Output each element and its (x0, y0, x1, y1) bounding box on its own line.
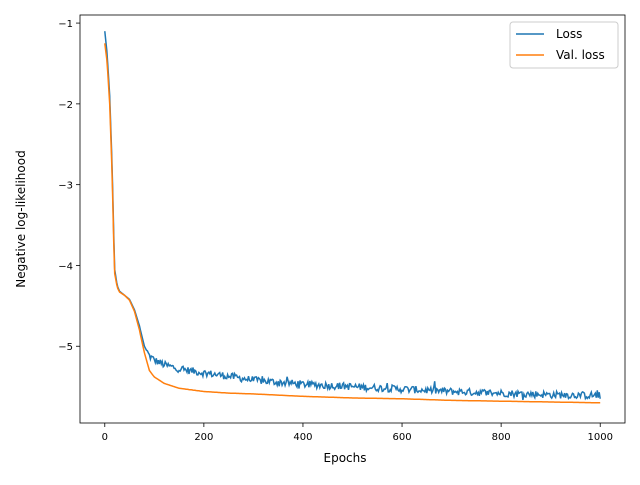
series-lines (104, 31, 601, 404)
x-axis-ticks: 0 200 400 600 800 1000 (102, 423, 613, 443)
y-tick-label: −1 (58, 19, 73, 30)
legend-label-1: Val. loss (556, 48, 605, 62)
series-line-0 (104, 31, 601, 401)
y-axis-label: Negative log-likelihood (14, 150, 28, 287)
series-line-1 (104, 43, 601, 404)
legend-label-0: Loss (556, 27, 582, 41)
x-tick-label: 400 (293, 432, 312, 443)
legend: Loss Val. loss (509, 21, 619, 69)
y-tick-label: −2 (58, 100, 73, 111)
x-tick-label: 0 (102, 432, 108, 443)
axes-frame (79, 14, 626, 424)
y-tick-label: −4 (58, 261, 73, 272)
y-axis-ticks: −1 −2 −3 −4 −5 (58, 19, 80, 353)
x-tick-label: 800 (492, 432, 511, 443)
x-axis-label: Epochs (324, 451, 367, 465)
y-tick-label: −3 (58, 181, 73, 192)
y-tick-label: −5 (58, 342, 73, 353)
x-tick-label: 600 (392, 432, 411, 443)
plot-area (80, 15, 625, 423)
x-tick-label: 200 (194, 432, 213, 443)
x-tick-label: 1000 (588, 432, 613, 443)
